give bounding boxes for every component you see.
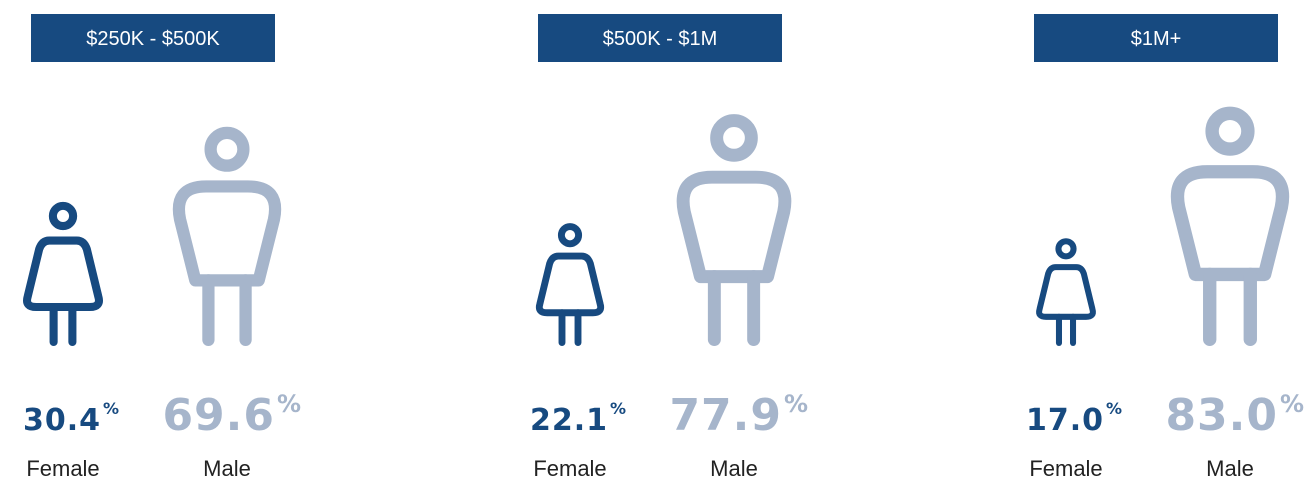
value-label: 22.1 <box>530 403 608 438</box>
male-icon <box>1170 106 1290 346</box>
male-icon <box>676 114 792 346</box>
icon-body <box>1036 264 1096 320</box>
icon-body <box>23 236 103 312</box>
unit-label: % <box>103 399 119 418</box>
value-label: 17.0 <box>1026 403 1104 438</box>
value-label: 77.9 <box>669 390 782 441</box>
value-label: 30.4 <box>23 403 101 438</box>
icon-head <box>557 223 583 248</box>
group-header <box>538 14 782 62</box>
female-icon <box>535 223 605 347</box>
icon-head <box>204 126 250 172</box>
group-title: $250K - $500K <box>86 28 220 50</box>
unit-label: % <box>784 390 808 418</box>
icon-body <box>1170 165 1290 282</box>
female-icon <box>23 201 103 346</box>
series-name: Female <box>1029 456 1102 479</box>
icon-head <box>48 201 78 231</box>
unit-label: % <box>610 399 626 418</box>
unit-label: % <box>277 390 301 418</box>
series-name: Female <box>26 456 99 479</box>
group-title: $1M+ <box>1131 28 1182 50</box>
icon-head <box>1205 106 1255 156</box>
male-icon <box>172 126 282 346</box>
series-name: Male <box>710 456 758 479</box>
icon-body <box>535 252 605 317</box>
female-icon <box>1036 238 1096 347</box>
series-name: Male <box>203 456 251 479</box>
value-label: 83.0 <box>1165 390 1278 441</box>
icon-body <box>172 180 282 287</box>
icon-head <box>1055 238 1077 260</box>
icon-body <box>676 170 792 284</box>
group-header <box>31 14 275 62</box>
unit-label: % <box>1280 390 1304 418</box>
group-header <box>1034 14 1278 62</box>
icon-head <box>710 114 758 162</box>
value-label: 69.6 <box>162 390 275 441</box>
unit-label: % <box>1106 399 1122 418</box>
group-title: $500K - $1M <box>603 28 718 50</box>
series-name: Female <box>533 456 606 479</box>
series-name: Male <box>1206 456 1254 479</box>
